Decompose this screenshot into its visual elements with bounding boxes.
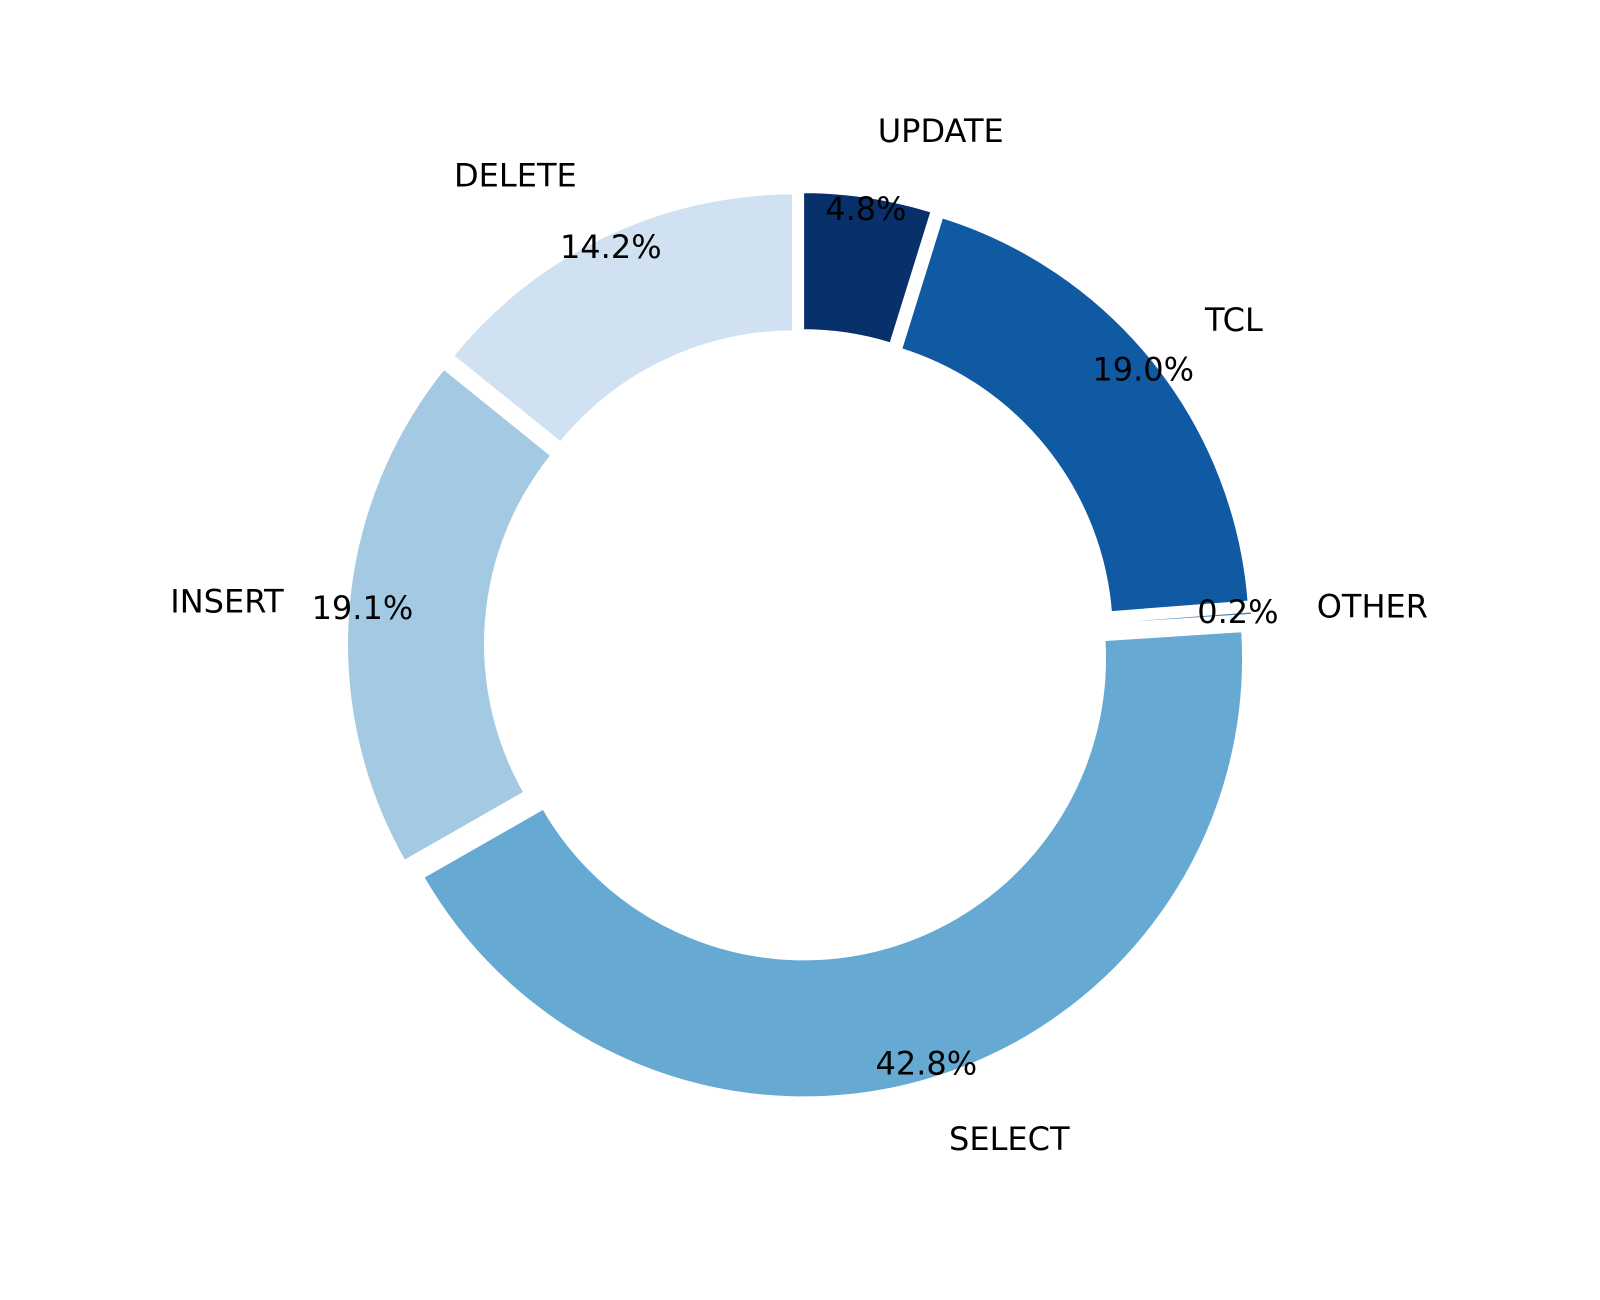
slice-labels: UPDATE TCL OTHER SELECT INSERT DELETE: [170, 112, 1428, 1158]
slice-percentages: 4.8% 19.0% 0.2% 42.8% 19.1% 14.2%: [312, 190, 1279, 1082]
pct-delete: 14.2%: [560, 228, 662, 266]
slice-update: [800, 189, 936, 348]
pct-tcl: 19.0%: [1092, 350, 1194, 388]
pct-update: 4.8%: [825, 190, 906, 228]
pct-select: 42.8%: [875, 1044, 977, 1082]
label-insert: INSERT: [170, 583, 284, 621]
pct-other: 0.2%: [1197, 593, 1278, 631]
slice-delete: [448, 190, 796, 447]
pct-insert: 19.1%: [312, 589, 414, 627]
label-update: UPDATE: [878, 112, 1004, 150]
slice-select: [419, 627, 1246, 1101]
slices: [344, 189, 1256, 1101]
label-other: OTHER: [1317, 587, 1428, 625]
label-delete: DELETE: [454, 157, 577, 195]
slice-tcl: [897, 213, 1252, 616]
slice-other: [1110, 608, 1256, 627]
slice-insert: [344, 364, 556, 866]
label-tcl: TCL: [1204, 301, 1263, 339]
label-select: SELECT: [949, 1120, 1070, 1158]
